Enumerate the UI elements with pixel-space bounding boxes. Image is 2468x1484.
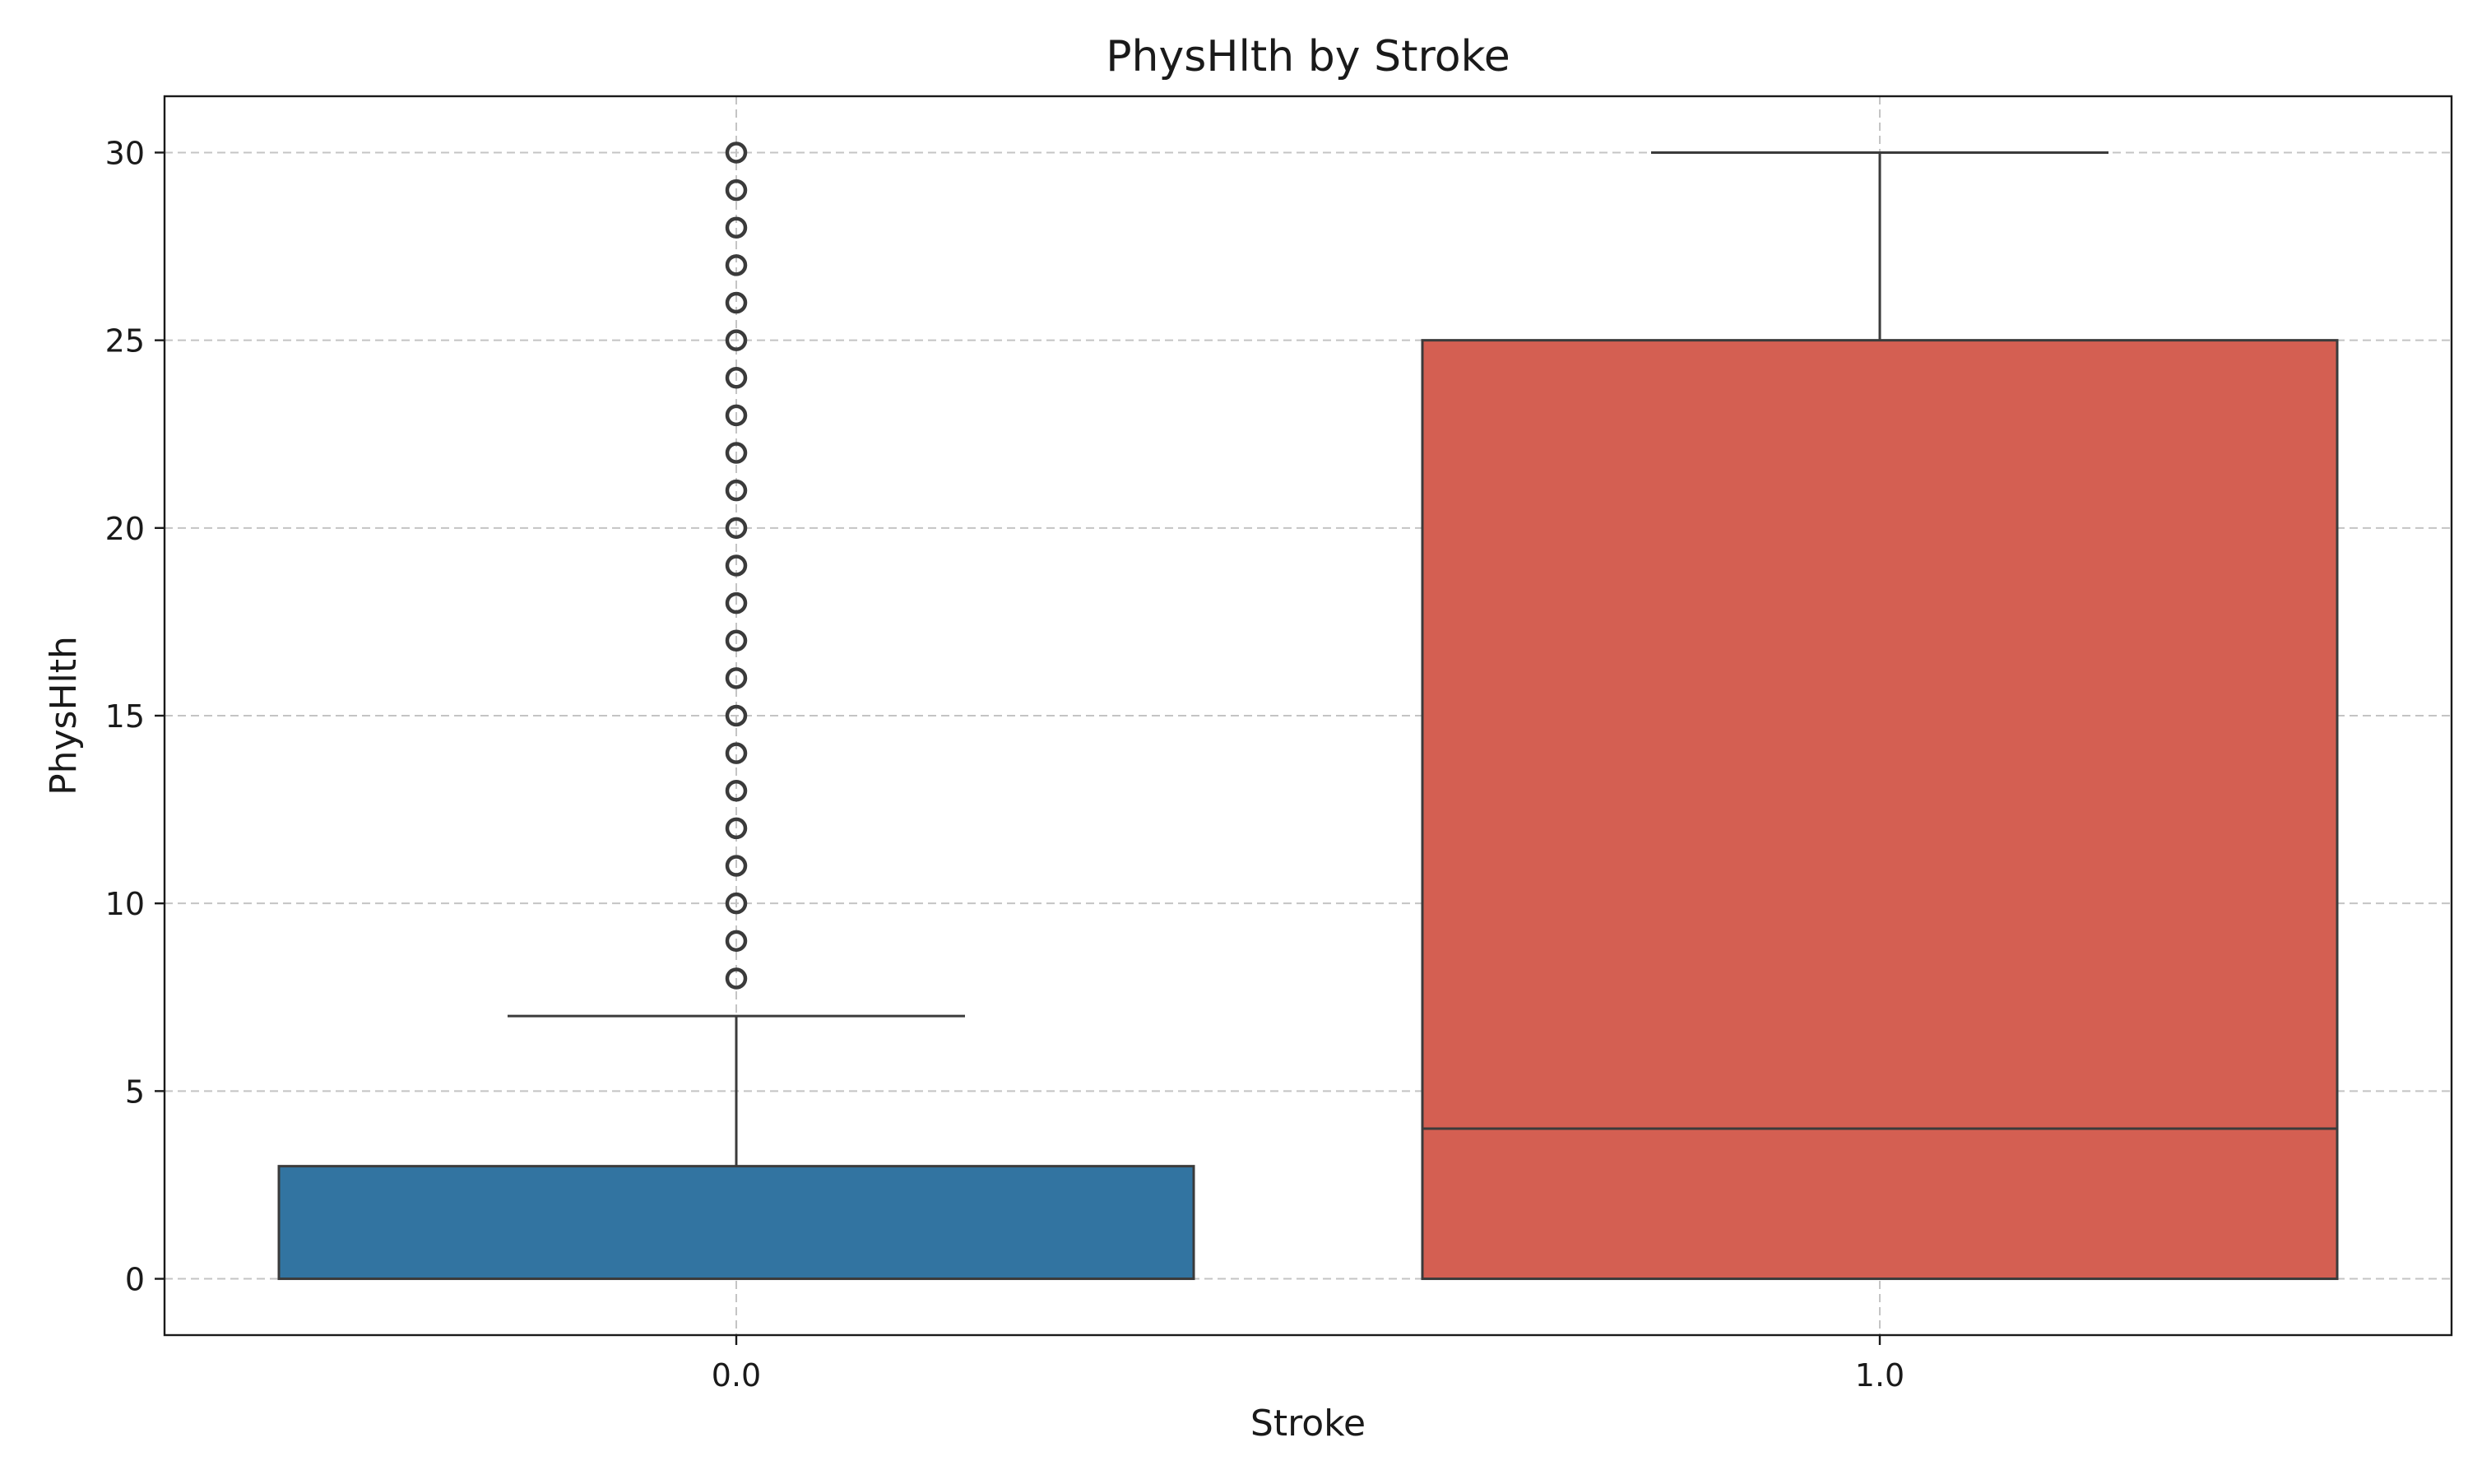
outlier-point <box>725 892 748 915</box>
y-tick-label: 30 <box>105 135 145 171</box>
outlier-point <box>725 141 748 164</box>
y-axis-label: PhysHlth <box>43 636 85 795</box>
axes: 0 5 10 15 20 25 30 0.0 1.0 <box>105 135 1905 1394</box>
outlier-point <box>725 442 748 464</box>
chart-title: PhysHlth by Stroke <box>1106 32 1510 81</box>
y-tick-label: 25 <box>105 323 145 359</box>
outlier-point <box>725 329 748 351</box>
outlier-point <box>725 554 748 577</box>
outlier-point <box>725 704 748 727</box>
y-tick-label: 0 <box>125 1262 145 1298</box>
outlier-point <box>725 291 748 314</box>
outlier-point <box>725 179 748 202</box>
outlier-point <box>725 667 748 689</box>
y-tick-label: 15 <box>105 698 145 735</box>
outlier-point <box>725 629 748 652</box>
outlier-point <box>725 742 748 764</box>
x-axis-label: Stroke <box>1250 1403 1366 1445</box>
outlier-point <box>725 216 748 239</box>
outlier-point <box>725 367 748 389</box>
outlier-point <box>725 930 748 953</box>
box-0.0 <box>277 1165 1195 1281</box>
y-tick-label: 5 <box>125 1074 145 1110</box>
outlier-point <box>725 817 748 840</box>
outlier-point <box>725 404 748 427</box>
boxes <box>277 141 2339 1281</box>
y-tick-label: 20 <box>105 511 145 547</box>
x-tick-label: 0.0 <box>712 1357 761 1394</box>
box-1.0 <box>1421 339 2339 1281</box>
outlier-point <box>725 780 748 802</box>
outlier-point <box>725 254 748 276</box>
outlier-point <box>725 479 748 502</box>
outlier-point <box>725 967 748 990</box>
outlier-point <box>725 517 748 540</box>
y-tick-label: 10 <box>105 886 145 922</box>
x-tick-label: 1.0 <box>1855 1357 1904 1394</box>
outlier-point <box>725 855 748 877</box>
outlier-point <box>725 591 748 614</box>
